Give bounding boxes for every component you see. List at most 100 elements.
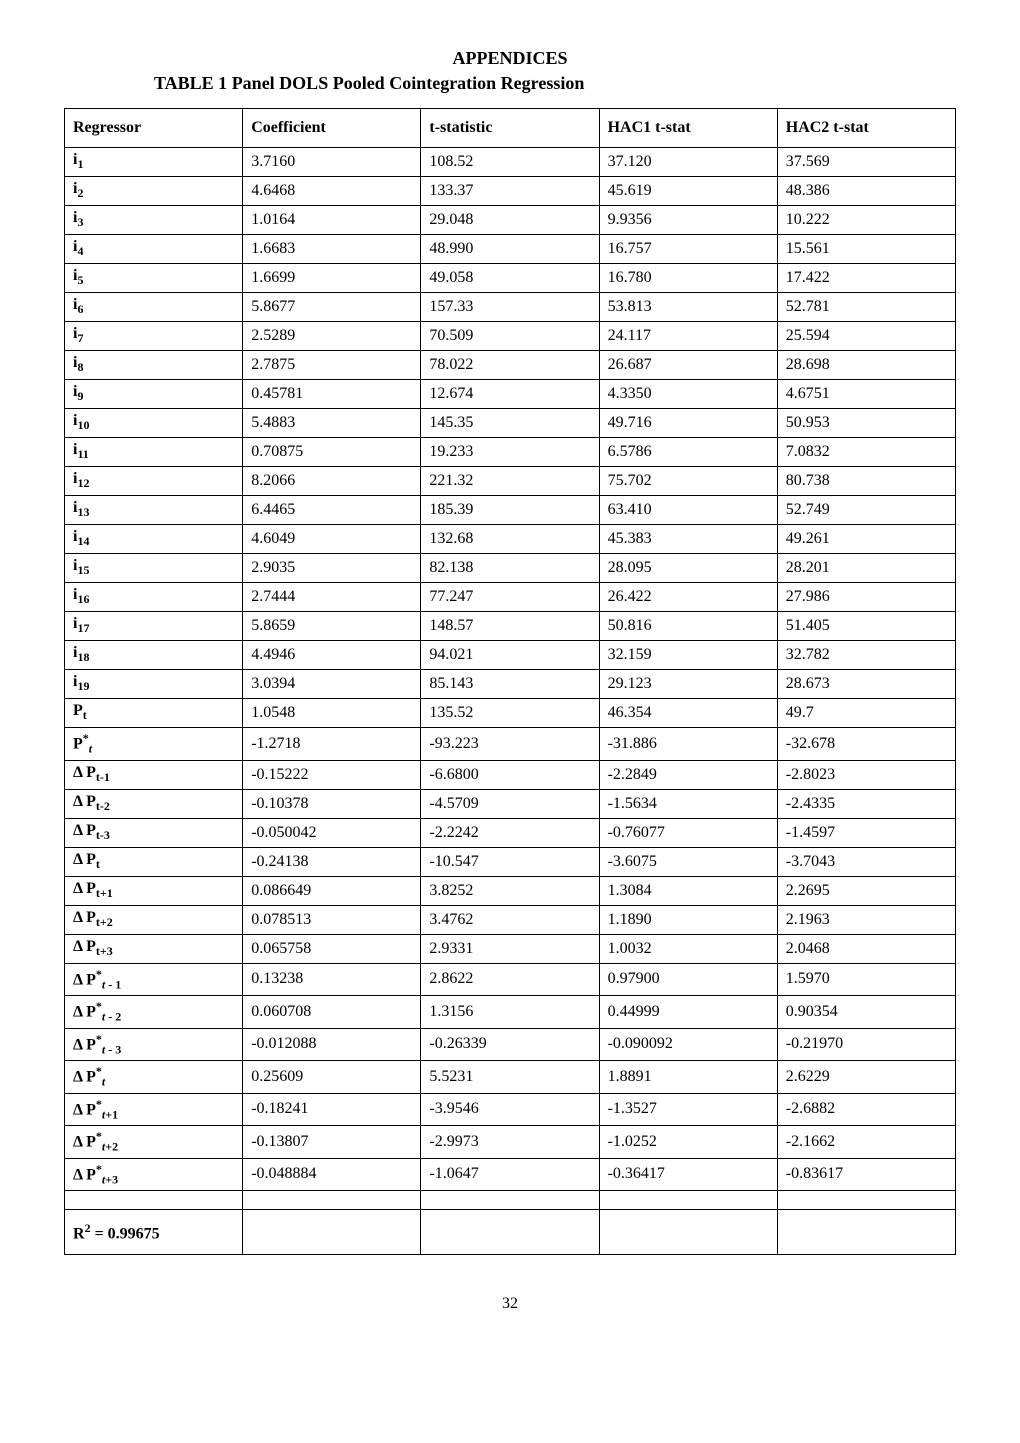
empty-cell: [65, 1191, 243, 1210]
cell-hac1: 6.5786: [599, 438, 777, 467]
table-row: i41.668348.99016.75715.561: [65, 235, 956, 264]
table-number: TABLE 1: [154, 73, 227, 93]
cell-hac1: 37.120: [599, 148, 777, 177]
cell-regressor: i12: [65, 467, 243, 496]
table-row: Δ P*t+2-0.13807-2.9973-1.0252-2.1662: [65, 1126, 956, 1159]
cell-regressor: i15: [65, 554, 243, 583]
cell-hac2: -2.8023: [777, 760, 955, 789]
cell-coefficient: 5.8659: [243, 612, 421, 641]
cell-regressor: i5: [65, 264, 243, 293]
empty-cell: [421, 1210, 599, 1255]
table-row: Δ Pt-1-0.15222-6.6800-2.2849-2.8023: [65, 760, 956, 789]
cell-hac1: 46.354: [599, 699, 777, 728]
cell-coefficient: 0.078513: [243, 905, 421, 934]
cell-hac2: 50.953: [777, 409, 955, 438]
cell-hac2: 27.986: [777, 583, 955, 612]
cell-hac2: 80.738: [777, 467, 955, 496]
cell-coefficient: 8.2066: [243, 467, 421, 496]
cell-coefficient: 6.4465: [243, 496, 421, 525]
cell-tstat: 85.143: [421, 670, 599, 699]
table-row: Δ Pt-3-0.050042-2.2242-0.76077-1.4597: [65, 818, 956, 847]
table-row: i82.787578.02226.68728.698: [65, 351, 956, 380]
cell-tstat: 135.52: [421, 699, 599, 728]
empty-cell: [599, 1210, 777, 1255]
table-row: i51.669949.05816.78017.422: [65, 264, 956, 293]
cell-regressor: Δ Pt+1: [65, 876, 243, 905]
table-row: i175.8659148.5750.81651.405: [65, 612, 956, 641]
cell-hac2: 2.0468: [777, 934, 955, 963]
cell-coefficient: -0.012088: [243, 1028, 421, 1061]
cell-coefficient: 2.7444: [243, 583, 421, 612]
cell-regressor: i17: [65, 612, 243, 641]
cell-regressor: i9: [65, 380, 243, 409]
cell-coefficient: 0.086649: [243, 876, 421, 905]
table-row: i144.6049132.6845.38349.261: [65, 525, 956, 554]
cell-regressor: Δ Pt+3: [65, 934, 243, 963]
cell-tstat: 145.35: [421, 409, 599, 438]
cell-hac1: 0.44999: [599, 996, 777, 1029]
cell-tstat: 48.990: [421, 235, 599, 264]
cell-coefficient: 0.25609: [243, 1061, 421, 1094]
cell-tstat: 148.57: [421, 612, 599, 641]
cell-hac2: 52.749: [777, 496, 955, 525]
table-row: i24.6468133.3745.61948.386: [65, 177, 956, 206]
cell-tstat: 185.39: [421, 496, 599, 525]
cell-hac2: 4.6751: [777, 380, 955, 409]
cell-regressor: i18: [65, 641, 243, 670]
table-row: Δ P*t - 20.0607081.31560.449990.90354: [65, 996, 956, 1029]
cell-hac2: 48.386: [777, 177, 955, 206]
cell-hac1: 45.383: [599, 525, 777, 554]
cell-hac2: 15.561: [777, 235, 955, 264]
cell-hac1: -1.0252: [599, 1126, 777, 1159]
cell-coefficient: 1.0164: [243, 206, 421, 235]
cell-regressor: P*t: [65, 728, 243, 761]
cell-regressor: Δ Pt-3: [65, 818, 243, 847]
cell-tstat: 157.33: [421, 293, 599, 322]
table-row: i65.8677157.3353.81352.781: [65, 293, 956, 322]
col-hac1: HAC1 t-stat: [599, 109, 777, 148]
col-coefficient: Coefficient: [243, 109, 421, 148]
cell-coefficient: 2.7875: [243, 351, 421, 380]
cell-hac1: 63.410: [599, 496, 777, 525]
cell-r2: R2 = 0.99675: [65, 1210, 243, 1255]
cell-coefficient: 0.70875: [243, 438, 421, 467]
cell-coefficient: 0.060708: [243, 996, 421, 1029]
cell-tstat: 221.32: [421, 467, 599, 496]
cell-hac1: 9.9356: [599, 206, 777, 235]
table-row: i13.7160108.5237.12037.569: [65, 148, 956, 177]
cell-regressor: i7: [65, 322, 243, 351]
table-row: i162.744477.24726.42227.986: [65, 583, 956, 612]
cell-hac2: 10.222: [777, 206, 955, 235]
cell-tstat: -10.547: [421, 847, 599, 876]
table-row: Δ P*t0.256095.52311.88912.6229: [65, 1061, 956, 1094]
table-row: i152.903582.13828.09528.201: [65, 554, 956, 583]
cell-hac2: 2.1963: [777, 905, 955, 934]
cell-coefficient: 1.0548: [243, 699, 421, 728]
cell-hac2: -0.83617: [777, 1158, 955, 1191]
cell-hac2: -1.4597: [777, 818, 955, 847]
cell-tstat: -1.0647: [421, 1158, 599, 1191]
cell-hac1: 26.422: [599, 583, 777, 612]
table-row: R2 = 0.99675: [65, 1210, 956, 1255]
cell-hac1: 4.3350: [599, 380, 777, 409]
cell-regressor: i3: [65, 206, 243, 235]
table-row: P*t-1.2718-93.223-31.886-32.678: [65, 728, 956, 761]
cell-tstat: 70.509: [421, 322, 599, 351]
cell-hac1: 75.702: [599, 467, 777, 496]
cell-hac2: 0.90354: [777, 996, 955, 1029]
cell-coefficient: 3.0394: [243, 670, 421, 699]
table-row: Δ Pt+10.0866493.82521.30842.2695: [65, 876, 956, 905]
cell-regressor: Δ P*t+2: [65, 1126, 243, 1159]
cell-regressor: Δ P*t - 3: [65, 1028, 243, 1061]
table-row: Δ P*t - 10.132382.86220.979001.5970: [65, 963, 956, 996]
table-row: i184.494694.02132.15932.782: [65, 641, 956, 670]
cell-hac1: -0.36417: [599, 1158, 777, 1191]
cell-tstat: -2.2242: [421, 818, 599, 847]
cell-hac1: -31.886: [599, 728, 777, 761]
cell-tstat: 29.048: [421, 206, 599, 235]
cell-tstat: -4.5709: [421, 789, 599, 818]
cell-hac1: 0.97900: [599, 963, 777, 996]
cell-hac2: 49.261: [777, 525, 955, 554]
cell-regressor: Δ Pt+2: [65, 905, 243, 934]
empty-cell: [599, 1191, 777, 1210]
